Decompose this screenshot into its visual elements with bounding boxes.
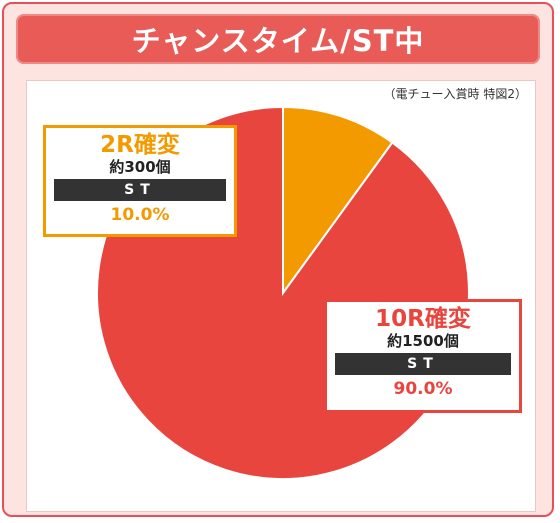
slice-mode: ST (54, 179, 226, 201)
slice-percent: 90.0% (393, 379, 453, 399)
chart-note: （電チュー入賞時 特図2） (383, 87, 527, 101)
slice-mode: ST (335, 353, 511, 375)
chart-title: チャンスタイム/ST中 (131, 24, 425, 58)
slice-payout: 約300個 (109, 158, 171, 176)
slice-label-large: 10R確変 約1500個 ST 90.0% (324, 299, 522, 413)
chart-frame: チャンスタイム/ST中 （電チュー入賞時 特図2） 2R確変 約300個 ST … (2, 2, 554, 517)
pie-slice-0 (282, 105, 394, 297)
title-bar: チャンスタイム/ST中 (16, 14, 540, 64)
slice-percent: 10.0% (110, 205, 170, 225)
chart-panel: （電チュー入賞時 特図2） 2R確変 約300個 ST 10.0% 10R確変 … (26, 80, 536, 512)
slice-name: 2R確変 (100, 132, 180, 158)
slice-payout: 約1500個 (387, 332, 459, 350)
slice-name: 10R確変 (375, 306, 471, 332)
slice-label-small: 2R確変 約300個 ST 10.0% (43, 125, 237, 237)
